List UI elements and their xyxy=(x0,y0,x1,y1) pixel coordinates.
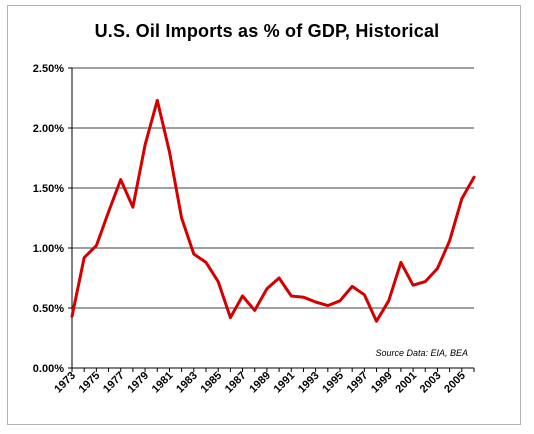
chart-title: U.S. Oil Imports as % of GDP, Historical xyxy=(94,21,440,41)
x-tick-label: 1979 xyxy=(125,370,151,396)
y-axis-ticks: 0.00% 0.50% 1.00% 1.50% 2.00% 2.50% xyxy=(33,63,72,375)
y-tick-label: 0.00% xyxy=(33,363,64,375)
data-point xyxy=(460,197,463,200)
x-tick-label: 1981 xyxy=(150,370,176,396)
x-tick-label: 1987 xyxy=(223,370,249,396)
data-point xyxy=(278,277,281,280)
data-point xyxy=(95,244,98,247)
series-line xyxy=(70,98,476,323)
source-annotation: Source Data: EIA, BEA xyxy=(375,348,468,358)
data-point xyxy=(119,178,122,181)
x-tick-label: 1983 xyxy=(174,370,200,396)
data-point xyxy=(241,295,244,298)
data-point xyxy=(229,316,232,319)
x-tick-label: 1977 xyxy=(101,370,127,396)
data-point xyxy=(253,309,256,312)
x-tick-label: 2001 xyxy=(393,370,419,396)
data-point xyxy=(351,285,354,288)
data-point xyxy=(339,299,342,302)
data-point xyxy=(448,239,451,242)
data-point xyxy=(156,99,159,102)
data-point xyxy=(265,287,268,290)
x-tick-label: 1989 xyxy=(247,370,273,396)
x-tick-label: 1999 xyxy=(369,370,395,396)
data-point xyxy=(412,284,415,287)
data-point xyxy=(302,296,305,299)
x-tick-label: 2003 xyxy=(418,370,444,396)
data-point xyxy=(205,261,208,264)
x-tick-label: 1991 xyxy=(272,370,298,396)
y-tick-label: 1.50% xyxy=(33,183,64,195)
data-point xyxy=(436,267,439,270)
x-tick-label: 1993 xyxy=(296,370,322,396)
y-tick-label: 1.00% xyxy=(33,243,64,255)
y-tick-label: 2.50% xyxy=(33,63,64,75)
data-point xyxy=(387,299,390,302)
x-axis-ticks: 1973197519771979198119831985198719891991… xyxy=(52,368,475,396)
data-point xyxy=(314,301,317,304)
data-point xyxy=(363,293,366,296)
data-point xyxy=(131,206,134,209)
y-tick-label: 2.00% xyxy=(33,123,64,135)
x-tick-label: 2005 xyxy=(442,370,468,396)
data-point xyxy=(424,280,427,283)
data-point xyxy=(144,143,147,146)
data-point xyxy=(399,261,402,264)
data-point xyxy=(107,211,110,214)
gridlines xyxy=(72,67,474,309)
x-tick-label: 1995 xyxy=(320,370,346,396)
data-point xyxy=(71,315,74,318)
data-point xyxy=(83,256,86,259)
data-point xyxy=(375,320,378,323)
data-point xyxy=(473,176,476,179)
data-point xyxy=(326,304,329,307)
x-tick-label: 1985 xyxy=(199,370,225,396)
series-group xyxy=(70,98,476,323)
y-tick-label: 0.50% xyxy=(33,303,64,315)
x-tick-label: 1975 xyxy=(77,370,103,396)
data-point xyxy=(168,151,171,154)
data-point xyxy=(192,253,195,256)
axes xyxy=(71,68,474,369)
chart-frame xyxy=(7,5,521,425)
data-point xyxy=(180,217,183,220)
data-point xyxy=(217,280,220,283)
x-tick-label: 1997 xyxy=(345,370,371,396)
data-point xyxy=(290,295,293,298)
